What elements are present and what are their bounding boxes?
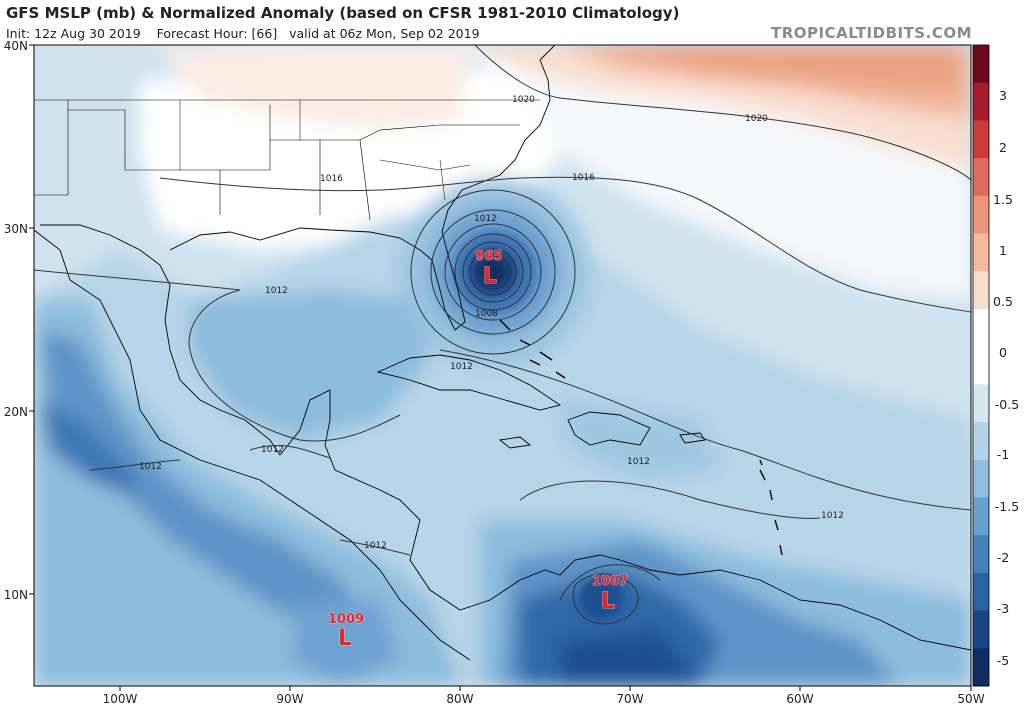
isobar-labels: 1020 1020 1016 1016 1012 1012 1012 1012 … <box>139 95 844 551</box>
isobar-label: 1012 <box>450 362 473 372</box>
low-letter-1009: L <box>338 626 352 651</box>
colorbar-cell <box>973 535 989 574</box>
anomaly-shading <box>34 45 971 686</box>
colorbar-label: -1.5 <box>995 499 1019 514</box>
lon-label-90w: 90W <box>276 692 303 706</box>
isobar-label: 1012 <box>261 445 284 455</box>
map-frame <box>33 44 972 687</box>
isobar-label: 1012 <box>821 511 844 521</box>
colorbar-cell <box>973 346 989 385</box>
colorbar-cell <box>973 384 989 423</box>
colorbar-cell <box>973 459 989 498</box>
colorbar-label: 0.5 <box>993 294 1013 309</box>
low-letter-965: L <box>483 264 497 289</box>
lat-label-40n: 40N <box>4 39 28 53</box>
isobar-label: 1012 <box>364 541 387 551</box>
colorbar-cell <box>973 158 989 197</box>
isobar-label: 1008 <box>475 309 498 319</box>
coastlines <box>34 45 971 661</box>
colorbar-label: -5 <box>997 653 1009 668</box>
colorbar-label: -3 <box>997 601 1009 616</box>
lat-label-20n: 20N <box>4 405 28 419</box>
init-time: Init: 12z Aug 30 2019 <box>6 26 141 41</box>
colorbar-frame <box>972 44 990 687</box>
low-value-1007: 1007 <box>592 574 628 589</box>
pressure-centers: 965 L 1007 L 1009 L <box>328 249 629 652</box>
colorbar-cell <box>973 45 989 84</box>
isobar-label: 1020 <box>512 95 535 105</box>
low-letter-1007: L <box>601 589 615 614</box>
lon-label-80w: 80W <box>446 692 473 706</box>
isobar-label: 1020 <box>745 114 768 124</box>
lon-axis: 100W 90W 80W 70W 60W 50W <box>103 686 985 706</box>
colorbar-label: -1 <box>997 447 1009 462</box>
colorbar-cell <box>973 648 989 687</box>
map-subtitle: Init: 12z Aug 30 2019 Forecast Hour: [66… <box>6 26 480 41</box>
isobars <box>34 45 971 625</box>
colorbar-label: 3 <box>999 88 1007 103</box>
low-value-965: 965 <box>475 249 502 264</box>
site-credit: TROPICALTIDBITS.COM <box>771 24 972 42</box>
colorbar-label: 1 <box>999 243 1007 258</box>
isobar-label: 1016 <box>320 174 343 184</box>
colorbar-cell <box>973 610 989 649</box>
isobar-label: 1012 <box>474 214 497 224</box>
colorbar-cell <box>973 195 989 235</box>
forecast-hour: Forecast Hour: [66] <box>156 26 278 41</box>
colorbar-cell <box>973 120 989 159</box>
colorbar-cell <box>973 233 989 272</box>
lat-axis: 40N 30N 20N 10N <box>4 39 34 602</box>
lon-label-100w: 100W <box>103 692 138 706</box>
map-title: GFS MSLP (mb) & Normalized Anomaly (base… <box>6 4 680 22</box>
isobar-label: 1012 <box>139 462 162 472</box>
lat-label-10n: 10N <box>4 588 28 602</box>
lat-label-30n: 30N <box>4 222 28 236</box>
colorbar-label: -0.5 <box>995 397 1019 412</box>
lon-label-50w: 50W <box>957 692 984 706</box>
colorbar-cell <box>973 271 989 310</box>
colorbar-labels: 3 2 1.5 1 0.5 0 -0.5 -1 -1.5 -2 -3 -5 <box>993 88 1019 668</box>
valid-time: valid at 06z Mon, Sep 02 2019 <box>289 26 480 41</box>
colorbar-cell <box>973 422 989 461</box>
colorbar-cell <box>973 572 989 612</box>
colorbar-label: 1.5 <box>993 192 1013 207</box>
lon-label-60w: 60W <box>786 692 813 706</box>
lon-label-70w: 70W <box>616 692 643 706</box>
isobar-label: 1012 <box>265 286 288 296</box>
colorbar-cell <box>973 497 989 536</box>
isobar-label: 1012 <box>627 457 650 467</box>
colorbar-cell <box>973 82 989 121</box>
low-value-1009: 1009 <box>328 612 364 627</box>
colorbar-label: -2 <box>997 550 1009 565</box>
colorbar-label: 0 <box>999 345 1007 360</box>
colorbar-label: 2 <box>999 140 1007 155</box>
colorbar: 3 2 1.5 1 0.5 0 -0.5 -1 -1.5 -2 -3 -5 <box>972 44 1019 687</box>
isobar-label: 1016 <box>572 173 595 183</box>
colorbar-cells <box>973 45 989 687</box>
colorbar-cell <box>973 308 989 348</box>
